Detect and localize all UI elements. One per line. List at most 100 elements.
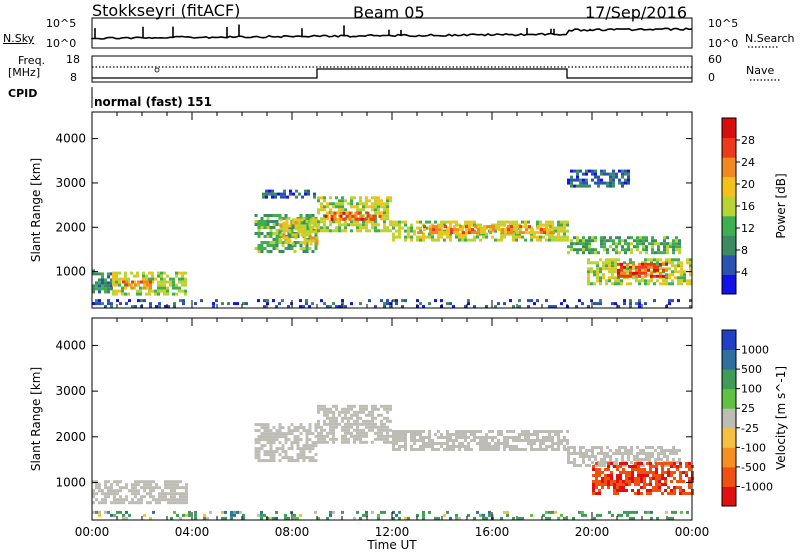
- velocity-cell: [623, 510, 626, 514]
- velocity-cell: [332, 410, 335, 414]
- power-cell: [527, 220, 530, 224]
- power-cell: [527, 299, 530, 303]
- power-cell: [291, 218, 295, 222]
- power-cell: [573, 178, 576, 182]
- velocity-cell: [323, 437, 326, 441]
- velocity-cell: [317, 437, 320, 441]
- power-cell: [539, 223, 542, 227]
- velocity-cell: [182, 492, 185, 496]
- velocity-cell: [443, 448, 446, 451]
- power-cell: [266, 235, 270, 238]
- velocity-cell: [670, 492, 673, 495]
- power-cell: [116, 299, 119, 303]
- power-cell: [257, 226, 261, 229]
- velocity-cell: [167, 492, 170, 496]
- power-cell: [557, 220, 560, 224]
- velocity-cell: [266, 435, 270, 439]
- power-cell: [678, 245, 681, 249]
- power-cell: [620, 268, 623, 272]
- power-ytick-label: 1000: [55, 265, 86, 279]
- velocity-cell: [302, 426, 306, 430]
- power-cell: [464, 220, 467, 224]
- velocity-cell: [661, 471, 664, 474]
- power-cell: [303, 227, 307, 231]
- power-cell: [605, 264, 608, 268]
- power-cell: [620, 262, 623, 266]
- power-cell: [143, 299, 146, 303]
- power-cell: [645, 245, 648, 249]
- velocity-cell: [296, 516, 299, 520]
- power-cell: [149, 305, 152, 309]
- power-cell: [341, 223, 344, 227]
- power-cell: [145, 292, 148, 296]
- velocity-cell: [488, 442, 491, 445]
- velocity-cell: [663, 455, 666, 458]
- power-cell: [611, 273, 614, 277]
- power-cell: [429, 228, 432, 232]
- velocity-cell: [428, 442, 431, 445]
- velocity-colorbar-segment: [722, 388, 736, 409]
- power-cell: [284, 247, 288, 250]
- velocity-cell: [503, 436, 506, 439]
- velocity-cell: [610, 474, 613, 477]
- velocity-cell: [649, 462, 652, 465]
- velocity-cell: [326, 440, 329, 444]
- power-cell: [591, 251, 594, 255]
- power-cell: [429, 225, 432, 229]
- velocity-cell: [579, 464, 582, 467]
- power-cell: [611, 264, 614, 268]
- power-cell: [254, 232, 258, 235]
- velocity-cell: [548, 430, 551, 433]
- velocity-cell: [128, 501, 131, 505]
- velocity-cell: [652, 471, 655, 474]
- velocity-cell: [332, 440, 335, 444]
- power-cell: [348, 217, 352, 221]
- velocity-cell: [449, 439, 452, 442]
- power-cell: [636, 242, 639, 246]
- velocity-cell: [308, 432, 312, 436]
- freq-label-line1: Freq.: [18, 54, 46, 67]
- power-cell: [620, 282, 623, 286]
- power-cell: [398, 223, 401, 227]
- power-cell: [303, 242, 307, 246]
- power-cell: [301, 195, 304, 199]
- velocity-cell: [506, 436, 509, 439]
- power-cell: [413, 232, 416, 236]
- velocity-cell: [578, 510, 581, 514]
- power-cell: [369, 214, 373, 218]
- velocity-cell: [613, 465, 616, 468]
- power-cell: [272, 241, 276, 244]
- power-cell: [582, 236, 585, 240]
- nave-label: Nave: [746, 64, 775, 77]
- power-cell: [317, 226, 320, 230]
- velocity-cell: [618, 449, 621, 452]
- velocity-cell: [673, 489, 676, 492]
- velocity-cell: [646, 492, 649, 495]
- power-cell: [422, 238, 425, 242]
- velocity-cell: [512, 516, 515, 520]
- power-cell: [467, 302, 470, 306]
- velocity-cell: [314, 453, 318, 457]
- power-cell: [323, 217, 326, 221]
- velocity-cell: [329, 416, 332, 420]
- power-cell: [593, 270, 596, 274]
- power-cell: [641, 265, 644, 269]
- velocity-cell: [485, 516, 488, 520]
- power-cell: [95, 272, 98, 276]
- velocity-cell: [131, 486, 134, 490]
- velocity-cell: [296, 444, 300, 448]
- power-cell: [98, 272, 101, 276]
- velocity-cell: [143, 480, 146, 484]
- power-cell: [272, 238, 276, 241]
- power-cell: [386, 214, 389, 218]
- velocity-cell: [323, 422, 326, 426]
- velocity-cell: [113, 495, 116, 499]
- power-cell: [298, 192, 301, 196]
- power-cell: [332, 302, 335, 306]
- power-cell: [269, 220, 273, 223]
- velocity-cell: [560, 513, 563, 517]
- power-cell: [297, 218, 301, 222]
- velocity-cell: [654, 458, 657, 461]
- power-cell: [603, 242, 606, 246]
- velocity-cell: [287, 429, 291, 433]
